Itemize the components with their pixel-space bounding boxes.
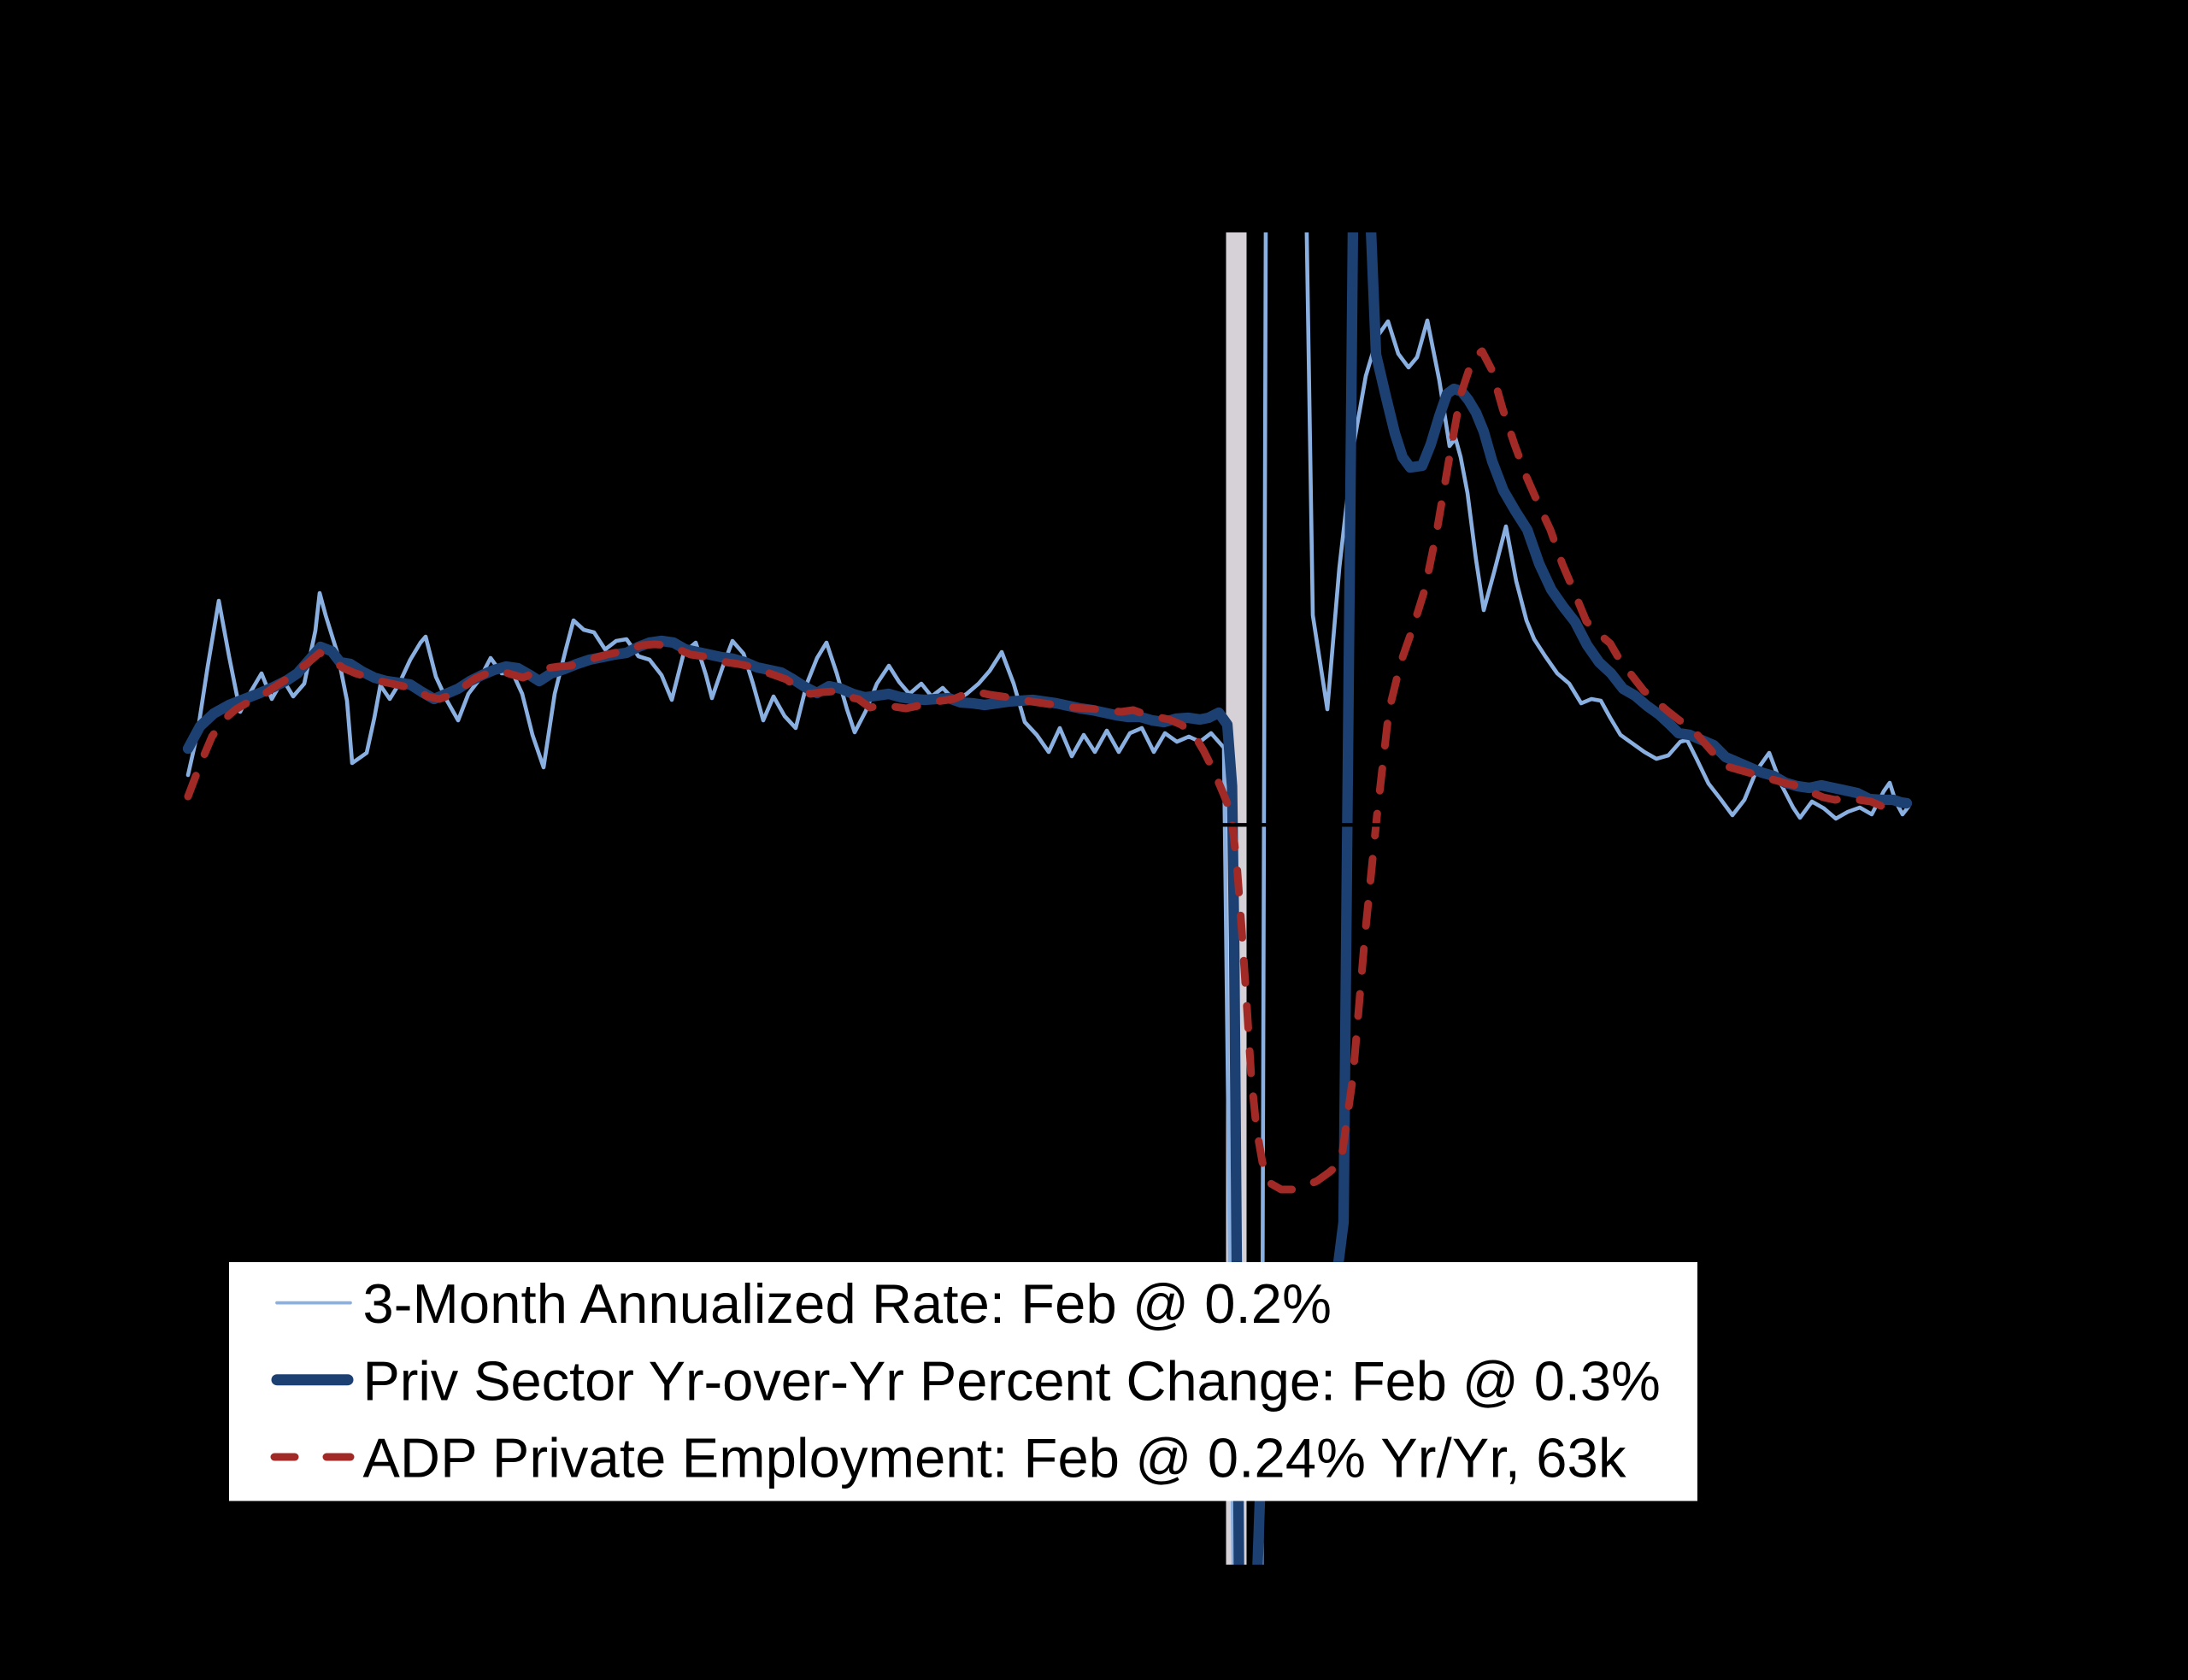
- svg-text:ADP Private Employment: Feb @: ADP Private Employment: Feb @ 0.24% Yr/Y…: [363, 1427, 1626, 1489]
- svg-text:Priv Sector Yr-over-Yr Percent: Priv Sector Yr-over-Yr Percent Change: F…: [363, 1349, 1661, 1412]
- svg-text:3-Month Annualized Rate: Feb @: 3-Month Annualized Rate: Feb @ 0.2%: [363, 1272, 1332, 1335]
